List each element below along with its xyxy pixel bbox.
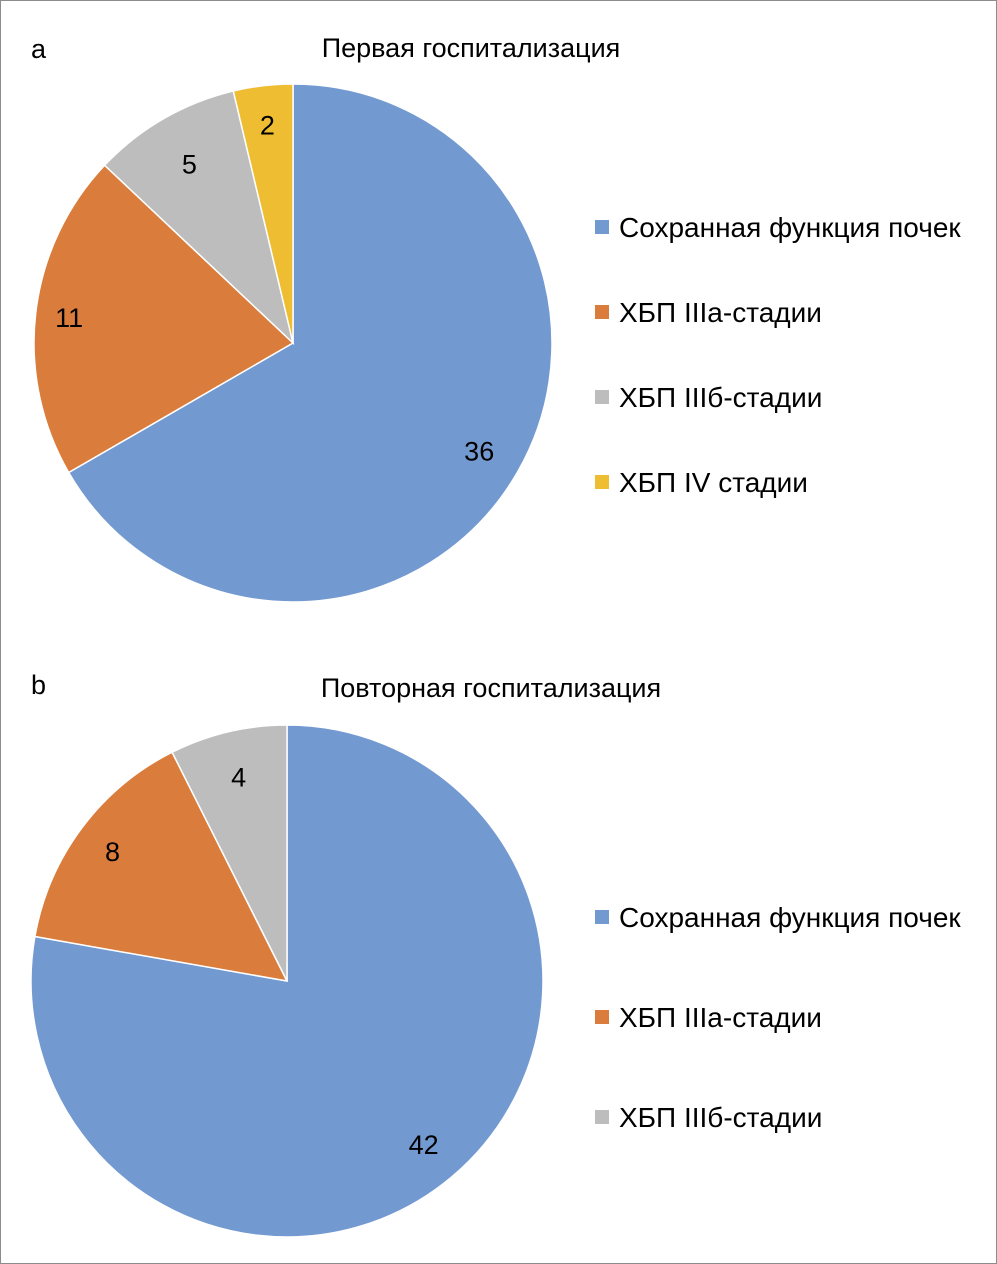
pie-slice-a-1: [67, 83, 553, 603]
legend-swatch-b-1: [595, 910, 609, 924]
pie-slice-a-2: [33, 164, 295, 474]
data-label-a-2: 11: [55, 303, 83, 333]
legend-label-b-3: ХБП IIIб-стадии: [619, 1102, 822, 1133]
data-label-a-3: 5: [182, 150, 197, 180]
pie-slice-b-3: [171, 724, 288, 982]
pie-chart-first-hospitalization: a Первая госпитализация 36 11 5 2 Сохранная…: [31, 33, 961, 603]
legend-label-a-2: ХБП IIIа-стадии: [619, 297, 822, 328]
chart-title-a: Первая госпитализация: [322, 33, 621, 63]
legend-label-b-1: Сохранная функция почек: [619, 902, 961, 933]
legend-label-a-3: ХБП IIIб-стадии: [619, 382, 822, 413]
legend-swatch-a-3: [595, 390, 609, 404]
legend-swatch-b-3: [595, 1110, 609, 1124]
data-label-b-1: 42: [409, 1130, 439, 1160]
legend-label-a-4: ХБП IV стадии: [619, 467, 808, 498]
panel-letter-a: a: [31, 34, 47, 64]
pie-slices-a: [33, 83, 553, 603]
legend-label-b-2: ХБП IIIа-стадии: [619, 1002, 822, 1033]
pie-slice-a-3: [103, 90, 295, 346]
data-label-b-2: 8: [105, 837, 120, 867]
pie-chart-repeat-hospitalization: b Повторная госпитализация 42 8 4 Сохранна…: [30, 670, 961, 1238]
data-labels-b: 42 8 4: [105, 763, 439, 1160]
pie-slice-b-2: [34, 751, 289, 982]
legend-swatch-a-2: [595, 305, 609, 319]
panel-letter-b: b: [31, 670, 46, 700]
legend-swatch-b-2: [595, 1010, 609, 1024]
data-label-b-3: 4: [231, 763, 246, 793]
legend-label-a-1: Сохранная функция почек: [619, 212, 961, 243]
data-labels-a: 36 11 5 2: [55, 110, 494, 466]
data-label-a-4: 2: [260, 110, 275, 140]
legend-swatch-a-1: [595, 220, 609, 234]
chart-title-b: Повторная госпитализация: [321, 673, 661, 703]
legend-swatch-a-4: [595, 475, 609, 489]
legend-a: Сохранная функция почек ХБП IIIа-стадии ХБ…: [595, 212, 961, 498]
pie-slices-b: [30, 724, 544, 1238]
legend-b: Сохранная функция почек ХБП IIIа-стадии ХБ…: [595, 902, 961, 1133]
data-label-a-1: 36: [464, 437, 494, 467]
pie-slice-a-4: [232, 83, 294, 344]
